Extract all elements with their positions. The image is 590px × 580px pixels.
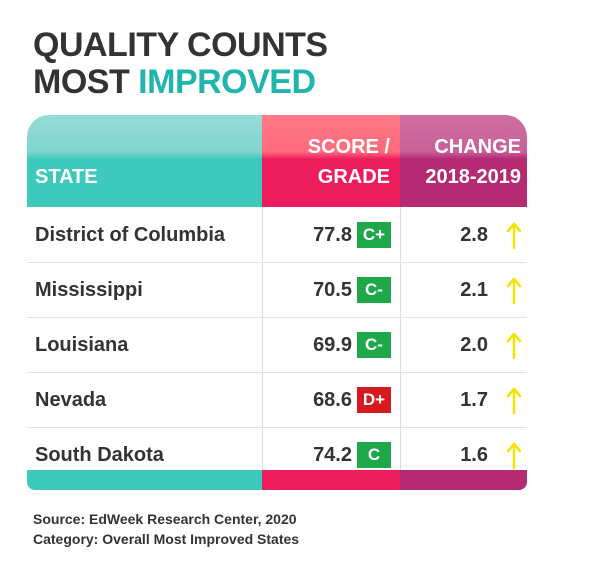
header-text: 2018-2019 <box>425 166 521 188</box>
footer-bar <box>400 470 527 490</box>
title-line: QUALITY COUNTS <box>33 26 328 64</box>
source-text: Source: EdWeek Research Center, 2020 <box>33 511 297 527</box>
state-header: STATE <box>27 115 262 207</box>
score: 68.6 <box>313 388 352 411</box>
change: 2.1 <box>460 278 488 301</box>
header-text: SCORE / <box>307 136 390 158</box>
change-header: CHANGE 2018-2019 <box>400 115 527 207</box>
row-divider <box>27 427 527 428</box>
grade-badge: C- <box>357 331 391 358</box>
score: 69.9 <box>313 333 352 356</box>
score-header: SCORE / GRADE <box>262 115 400 207</box>
row-divider <box>27 262 527 263</box>
change: 1.7 <box>460 388 488 411</box>
arrow-icon <box>506 442 522 469</box>
change: 2.8 <box>460 223 488 246</box>
arrow-icon <box>506 277 522 304</box>
grade-badge: C+ <box>357 221 391 248</box>
up-arrow <box>506 331 522 359</box>
title-line: MOST IMPROVED <box>33 63 316 101</box>
up-arrow <box>506 386 522 414</box>
arrow-icon <box>506 222 522 249</box>
score: 74.2 <box>313 443 352 466</box>
footer-bar <box>27 470 262 490</box>
score: 77.8 <box>313 223 352 246</box>
up-arrow <box>506 441 522 469</box>
header-text: CHANGE <box>434 136 521 158</box>
header-text: GRADE <box>317 166 390 188</box>
change: 2.0 <box>460 333 488 356</box>
title-word: MOST <box>33 63 130 101</box>
score: 70.5 <box>313 278 352 301</box>
column-divider <box>262 207 263 470</box>
source-text: Category: Overall Most Improved States <box>33 531 300 547</box>
arrow-icon <box>506 332 522 359</box>
row-divider <box>27 372 527 373</box>
state-name: Louisiana <box>35 333 129 356</box>
footer-bar <box>262 470 400 490</box>
change: 1.6 <box>460 443 488 466</box>
header-text: STATE <box>35 166 98 188</box>
grade-badge: C- <box>357 276 391 303</box>
up-arrow <box>506 221 522 249</box>
grade-badge: D+ <box>357 386 391 413</box>
grade-badge: C <box>357 441 391 468</box>
up-arrow <box>506 276 522 304</box>
arrow-icon <box>506 387 522 414</box>
state-name: Nevada <box>35 388 107 411</box>
row-divider <box>27 317 527 318</box>
title-highlight: IMPROVED <box>138 63 316 101</box>
column-divider <box>400 207 401 470</box>
state-name: Mississippi <box>35 278 143 301</box>
state-name: District of Columbia <box>35 223 226 246</box>
state-name: South Dakota <box>35 443 164 466</box>
